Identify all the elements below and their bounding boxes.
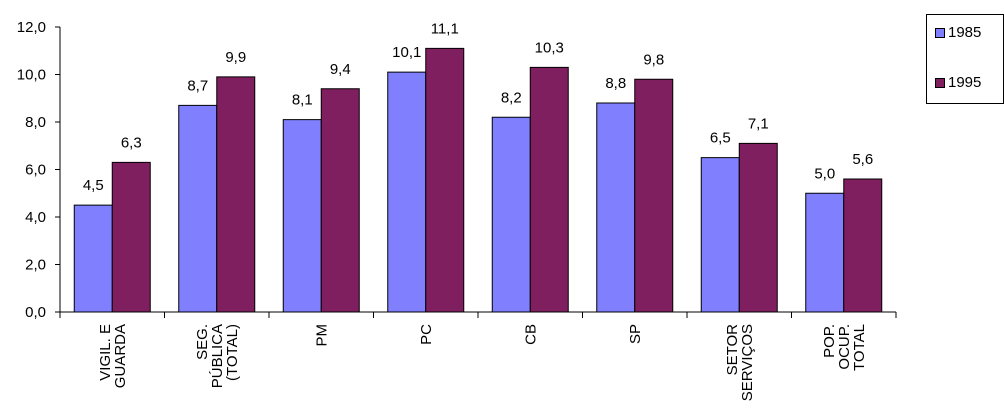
data-label-1985-7: 6,5 (710, 130, 731, 147)
data-label-1995-1: 6,3 (121, 134, 142, 151)
x-tick-label-line: SERVIÇOS (739, 324, 756, 401)
legend-swatch-1985 (935, 27, 945, 38)
data-label-1985-6: 8,8 (605, 75, 626, 92)
y-tick-label: 0,0 (25, 304, 46, 321)
bar-1995-2 (216, 76, 256, 313)
data-label-1995-5: 10,3 (535, 39, 564, 56)
x-tick-label: CB (522, 324, 539, 345)
x-tick-label-line: OCUP. (836, 324, 853, 370)
legend: 1985 1995 (926, 14, 1004, 104)
y-tick-label: 2,0 (25, 257, 46, 274)
data-label-1985-5: 8,2 (501, 89, 522, 106)
x-tick-label-line: PM (313, 324, 330, 347)
x-tick-label-line: POP. (821, 324, 838, 358)
x-tick-label-line: SEG. (194, 324, 211, 360)
legend-swatch-1995 (935, 77, 945, 88)
x-tick-label-line: (TOTAL) (224, 324, 241, 381)
legend-item-1995: 1995 (935, 74, 981, 91)
legend-label-1985: 1985 (948, 24, 982, 41)
data-label-1995-6: 9,8 (643, 51, 664, 68)
data-label-1985-8: 5,0 (814, 165, 835, 182)
data-label-1995-7: 7,1 (748, 115, 769, 132)
y-tick-label: 12,0 (17, 19, 46, 36)
y-tick-label: 4,0 (25, 209, 46, 226)
x-tick-label-line: PÚBLICA (209, 324, 226, 388)
x-tick-label-line: CB (522, 324, 539, 345)
data-label-1985-4: 10,1 (392, 44, 421, 61)
bar-1985-1 (73, 204, 113, 313)
bar-1995-3 (320, 88, 360, 313)
x-tick-label-line: TOTAL (851, 324, 868, 371)
x-tick-label: SEG.PÚBLICA(TOTAL) (194, 324, 241, 388)
bar-1985-3 (282, 119, 322, 313)
bars (73, 47, 883, 313)
bar-1995-1 (111, 161, 151, 313)
bar-1985-2 (178, 104, 218, 313)
bar-1995-6 (634, 78, 674, 313)
data-label-1995-4: 11,1 (431, 20, 459, 37)
bar-1985-7 (700, 157, 740, 313)
data-label-1995-3: 9,4 (330, 61, 351, 78)
x-tick-label: PC (418, 324, 435, 345)
data-label-1985-2: 8,7 (187, 77, 208, 94)
x-tick-label-line: PC (418, 324, 435, 345)
x-tick-label: PM (313, 324, 330, 347)
y-axis: 0,0 2,0 4,0 6,0 8,0 10,0 12,0 (17, 19, 61, 321)
bar-1985-8 (805, 192, 845, 313)
x-tick-label-line: SETOR (724, 324, 741, 376)
x-tick-label-line: GUARDA (112, 324, 129, 388)
x-tick-label: POP.OCUP.TOTAL (821, 324, 868, 371)
bar-1985-6 (596, 102, 636, 313)
x-tick-label-line: SP (627, 324, 644, 344)
x-tick-label-line: VIGIL. E (97, 324, 114, 381)
y-tick-label: 10,0 (17, 67, 46, 84)
y-tick-label: 6,0 (25, 162, 46, 179)
data-labels: 4,5 6,3 8,7 9,9 8,1 9,4 10,1 11,1 8,2 10,3 8,8 9,8 6… (83, 20, 873, 194)
legend-label-1995: 1995 (948, 74, 982, 91)
bar-1995-8 (843, 178, 883, 313)
x-tick-label: SP (627, 324, 644, 344)
data-label-1985-3: 8,1 (292, 92, 313, 109)
bar-1985-4 (387, 71, 427, 313)
legend-item-1985: 1985 (935, 24, 981, 41)
data-label-1995-2: 9,9 (225, 49, 246, 66)
bar-1995-7 (738, 142, 778, 313)
bar-1995-5 (529, 66, 569, 313)
data-label-1995-8: 5,6 (852, 151, 873, 168)
bar-1995-4 (425, 47, 465, 313)
data-label-1985-1: 4,5 (83, 177, 104, 194)
y-tick-label: 8,0 (25, 114, 46, 131)
bar-1985-5 (491, 116, 531, 313)
